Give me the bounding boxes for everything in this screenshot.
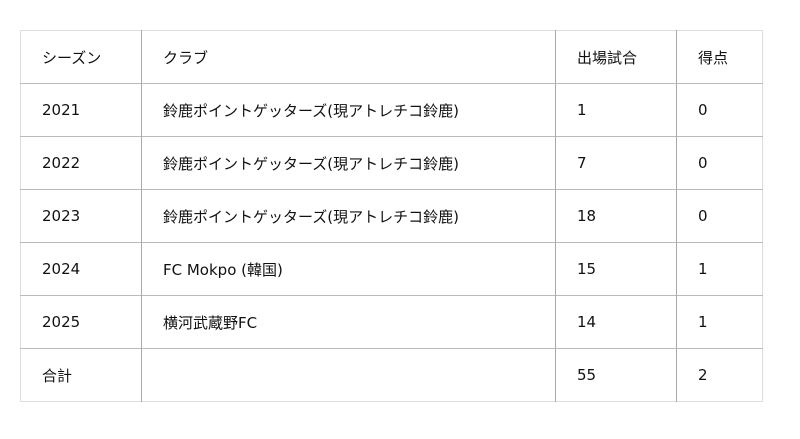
total-label: 合計 xyxy=(20,348,142,402)
appearances-cell: 14 xyxy=(555,295,677,349)
season-cell: 2024 xyxy=(20,242,142,296)
total-row: 合計 55 2 xyxy=(20,348,763,402)
goals-cell: 0 xyxy=(676,83,763,137)
club-cell: FC Mokpo (韓国) xyxy=(141,242,556,296)
table-row: 2025 横河武蔵野FC 14 1 xyxy=(20,295,763,349)
header-appearances: 出場試合 xyxy=(555,30,677,84)
header-goals: 得点 xyxy=(676,30,763,84)
goals-cell: 1 xyxy=(676,295,763,349)
club-cell: 横河武蔵野FC xyxy=(141,295,556,349)
season-cell: 2022 xyxy=(20,136,142,190)
club-cell: 鈴鹿ポイントゲッターズ(現アトレチコ鈴鹿) xyxy=(141,136,556,190)
header-club: クラブ xyxy=(141,30,556,84)
appearances-cell: 18 xyxy=(555,189,677,243)
goals-cell: 0 xyxy=(676,189,763,243)
season-cell: 2025 xyxy=(20,295,142,349)
header-season: シーズン xyxy=(42,48,102,67)
club-cell: 鈴鹿ポイントゲッターズ(現アトレチコ鈴鹿) xyxy=(141,189,556,243)
goals-cell: 0 xyxy=(676,136,763,190)
table-row: 2023 鈴鹿ポイントゲッターズ(現アトレチコ鈴鹿) 18 0 xyxy=(20,189,763,243)
table-row: 2024 FC Mokpo (韓国) 15 1 xyxy=(20,242,763,296)
career-stats-table: シーズン クラブ 出場試合 得点 2021 鈴鹿ポイントゲッターズ(現アトレチコ… xyxy=(20,30,763,402)
season-cell: 2021 xyxy=(20,83,142,137)
total-goals: 2 xyxy=(676,348,763,402)
goals-cell: 1 xyxy=(676,242,763,296)
header-row: シーズン クラブ 出場試合 得点 xyxy=(21,30,763,84)
total-appearances: 55 xyxy=(555,348,677,402)
season-cell: 2023 xyxy=(20,189,142,243)
appearances-cell: 1 xyxy=(555,83,677,137)
appearances-cell: 15 xyxy=(555,242,677,296)
club-cell: 鈴鹿ポイントゲッターズ(現アトレチコ鈴鹿) xyxy=(141,83,556,137)
table-row: 2021 鈴鹿ポイントゲッターズ(現アトレチコ鈴鹿) 1 0 xyxy=(20,83,763,137)
appearances-cell: 7 xyxy=(555,136,677,190)
table-row: 2022 鈴鹿ポイントゲッターズ(現アトレチコ鈴鹿) 7 0 xyxy=(20,136,763,190)
club-cell xyxy=(141,348,556,402)
